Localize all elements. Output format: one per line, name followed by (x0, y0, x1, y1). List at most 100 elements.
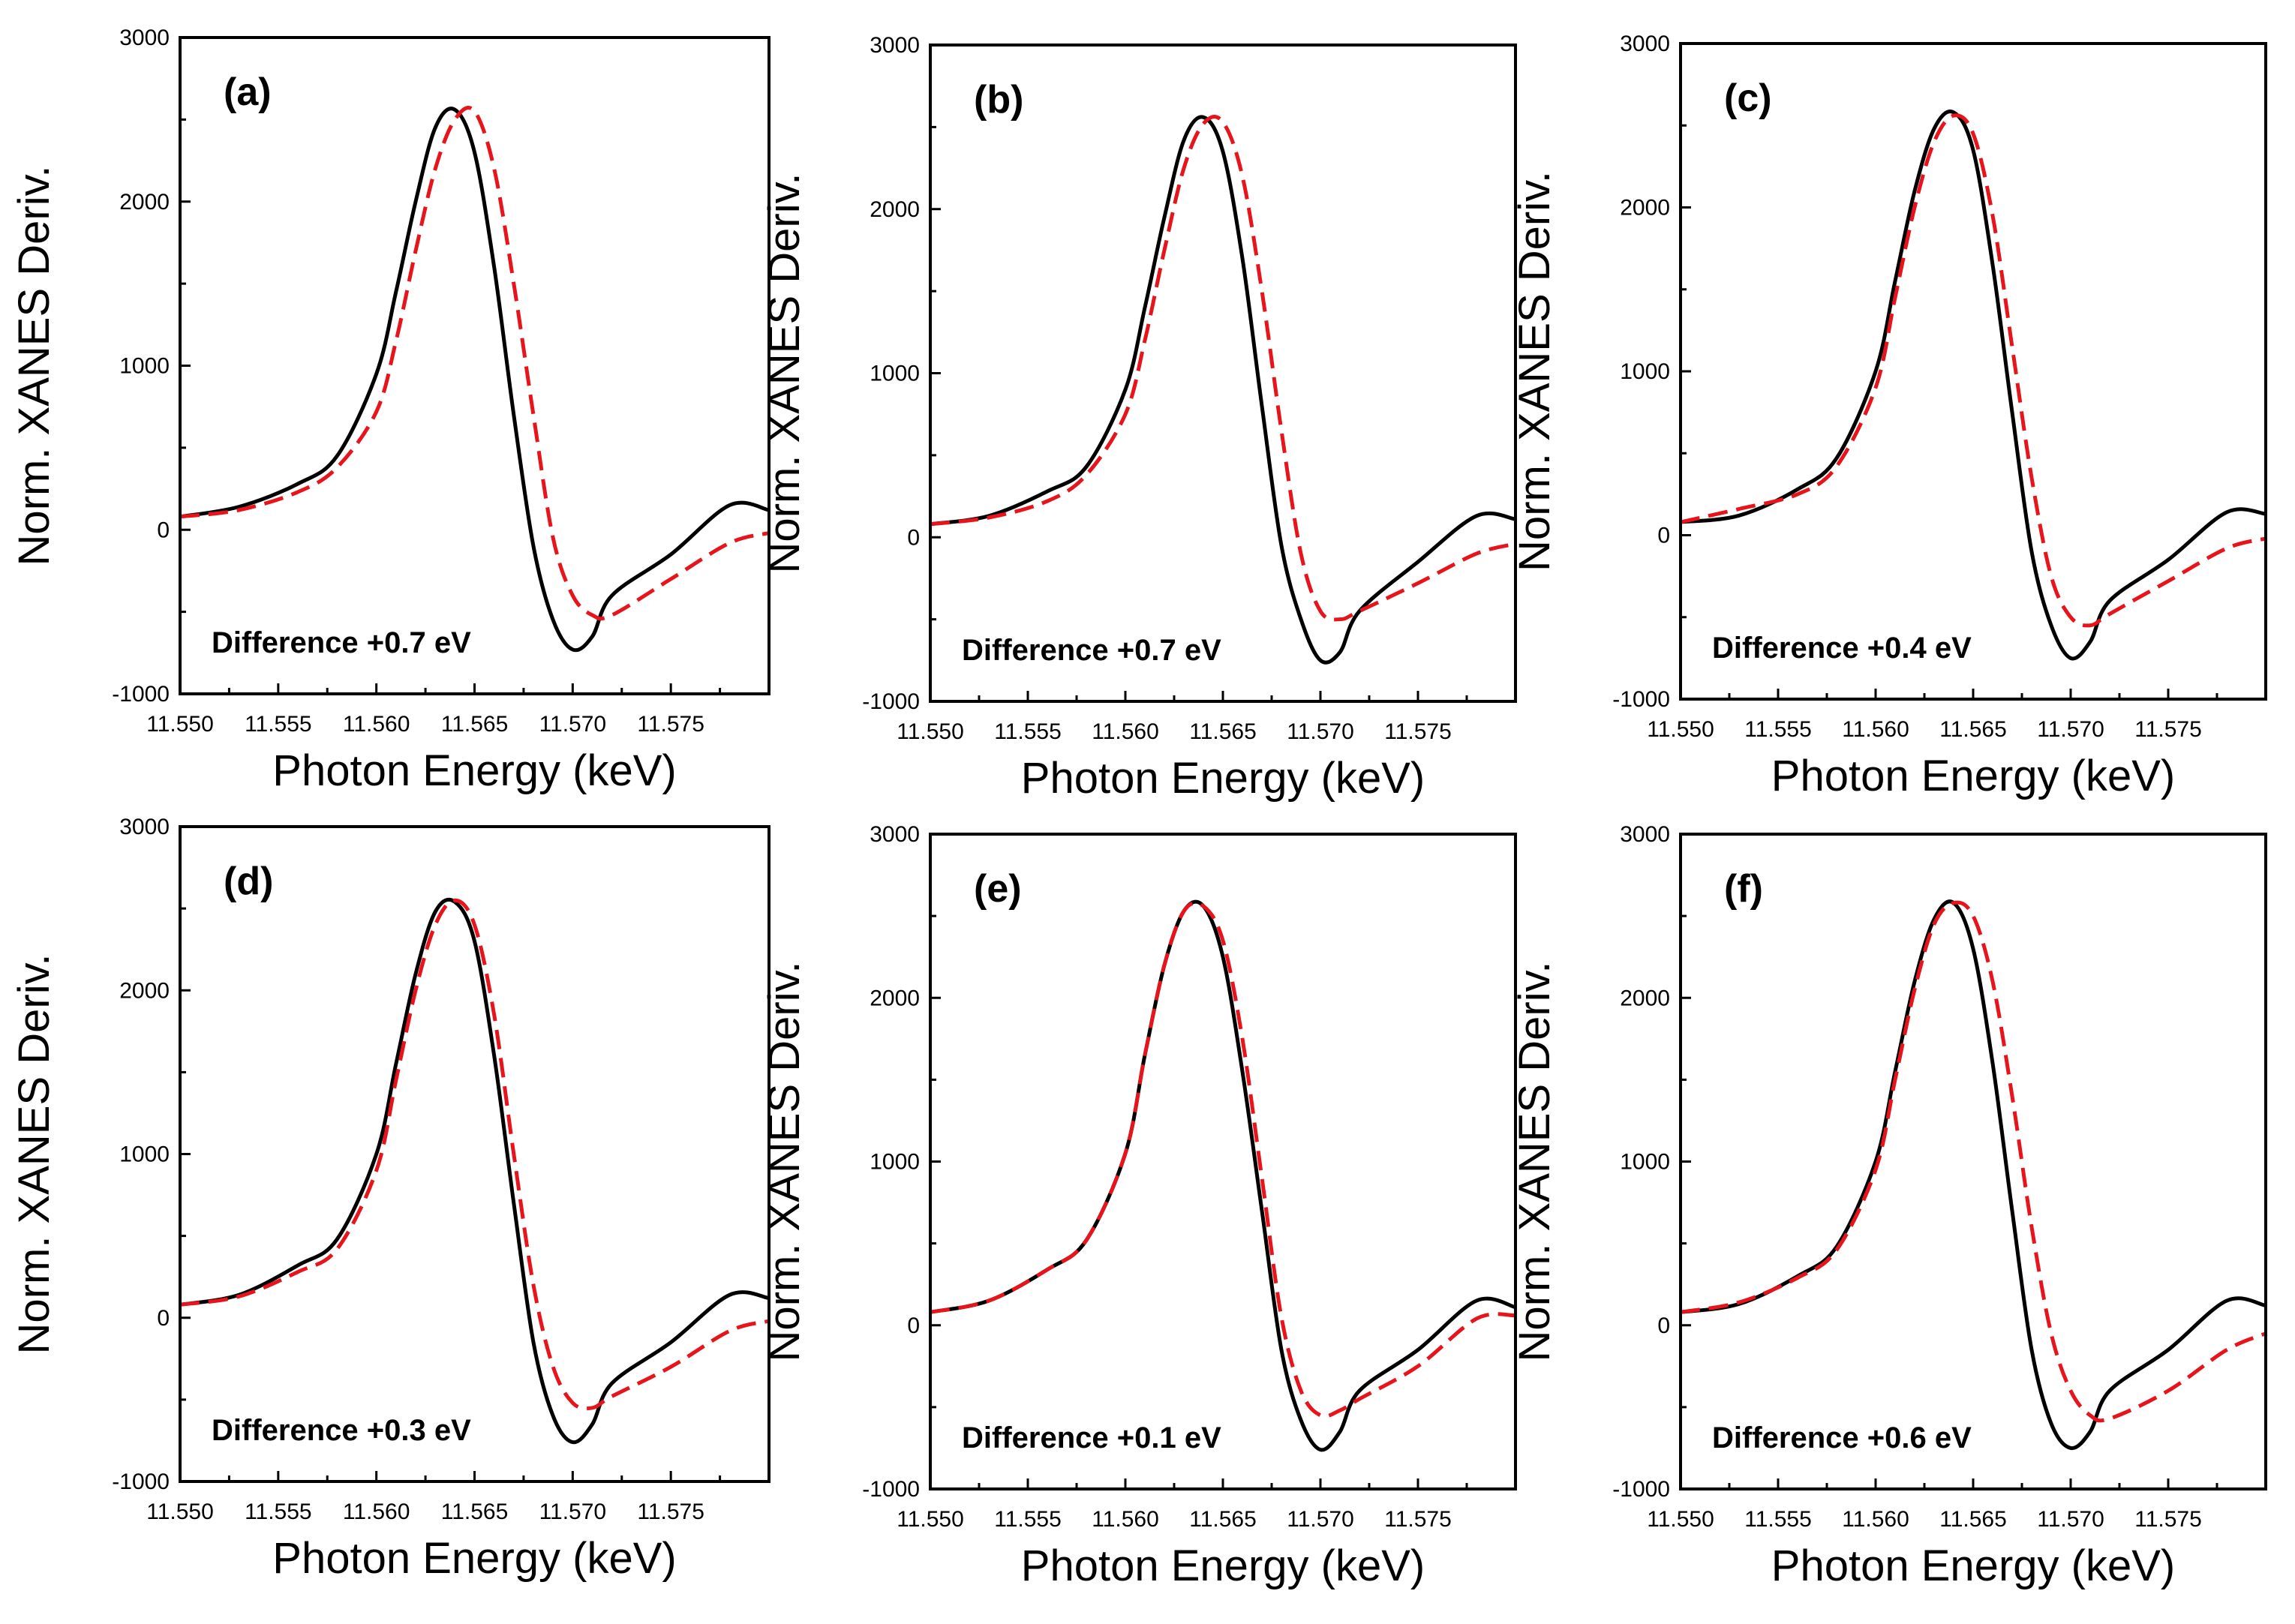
x-tick-label: 11.560 (1842, 717, 1909, 742)
y-tick-label: 1000 (1620, 1150, 1670, 1175)
difference-annotation: Difference +0.7 eV (962, 634, 1221, 667)
y-axis-title: Norm. XANES Deriv. (760, 962, 809, 1362)
x-axis-title: Photon Energy (keV) (1771, 1541, 2175, 1590)
x-tick-label: 11.565 (441, 712, 509, 737)
x-tick-label: 11.565 (441, 1499, 509, 1524)
x-tick-label: 11.570 (2037, 717, 2104, 742)
x-axis-title: Photon Energy (keV) (1021, 754, 1425, 803)
panel-label: (f) (1724, 867, 1763, 911)
y-tick-label: 1000 (870, 362, 920, 386)
series-line-reference (1681, 899, 2266, 1451)
y-tick-label: -1000 (112, 1469, 170, 1494)
x-tick-label: 11.550 (1647, 717, 1714, 742)
difference-annotation: Difference +0.7 eV (212, 626, 471, 659)
chart-panel-c: -1000 0 1000 2000 3000 11.550 11.555 11.560 11.5… (1510, 32, 2267, 800)
x-tick-label: 11.550 (897, 719, 964, 744)
panel-label: (e) (974, 867, 1022, 911)
y-tick-label: 2000 (1620, 986, 1670, 1010)
x-axis-title: Photon Energy (keV) (272, 1534, 676, 1583)
x-tick-label: 11.555 (994, 1507, 1062, 1532)
x-tick-label: 11.560 (1092, 1507, 1159, 1532)
x-tick-label: 11.550 (146, 1499, 214, 1524)
x-tick-label: 11.570 (539, 1499, 607, 1524)
y-tick-label: 0 (907, 525, 920, 550)
difference-annotation: Difference +0.3 eV (212, 1414, 471, 1447)
x-tick-label: 11.575 (1384, 719, 1452, 744)
x-tick-label: 11.575 (637, 1499, 704, 1524)
y-tick-label: 0 (157, 1306, 170, 1331)
x-tick-label: 11.575 (2134, 1507, 2202, 1532)
x-tick-label: 11.550 (146, 712, 214, 737)
difference-annotation: Difference +0.4 eV (1712, 632, 1972, 665)
difference-annotation: Difference +0.6 eV (1712, 1421, 1972, 1454)
y-tick-label: 3000 (1620, 32, 1670, 56)
y-tick-label: 2000 (119, 190, 170, 215)
plot-frame (179, 825, 771, 1483)
panel-label: (a) (224, 71, 272, 114)
x-tick-label: 11.550 (1647, 1507, 1714, 1532)
series-line-reference (930, 899, 1515, 1452)
plot-frame (1679, 42, 2267, 701)
x-tick-label: 11.555 (994, 719, 1062, 744)
y-tick-label: 3000 (870, 33, 920, 58)
series-line-shifted (930, 115, 1515, 622)
x-tick-label: 11.565 (1939, 1507, 2007, 1532)
plot-frame (929, 833, 1517, 1490)
series-line-shifted (180, 898, 769, 1411)
x-tick-label: 11.555 (1744, 1507, 1812, 1532)
series-line-reference (180, 107, 769, 653)
y-axis-title: Norm. XANES Deriv. (1510, 962, 1559, 1362)
x-axis-title: Photon Energy (keV) (1021, 1541, 1425, 1590)
chart-panel-a: -1000 0 1000 2000 3000 11.550 11.555 11.560 11.5… (10, 26, 771, 795)
y-axis-title: Norm. XANES Deriv. (10, 954, 59, 1355)
x-tick-label: 11.565 (1189, 719, 1257, 744)
series-line-reference (1681, 110, 2266, 661)
x-tick-label: 11.555 (1744, 717, 1812, 742)
chart-panel-e: -1000 0 1000 2000 3000 11.550 11.555 11.560 11.5… (760, 822, 1517, 1590)
chart-panel-d: -1000 0 1000 2000 3000 11.550 11.555 11.560 11.5… (10, 815, 771, 1583)
y-tick-label: 2000 (870, 986, 920, 1010)
x-tick-label: 11.555 (245, 712, 312, 737)
x-tick-label: 11.555 (245, 1499, 312, 1524)
x-tick-label: 11.560 (1842, 1507, 1909, 1532)
x-tick-label: 11.570 (1287, 1507, 1354, 1532)
panel-label: (c) (1724, 77, 1772, 120)
y-tick-label: 3000 (1620, 822, 1670, 847)
series-line-shifted (1681, 113, 2266, 628)
series-line-shifted (1681, 900, 2266, 1423)
x-tick-label: 11.575 (2134, 717, 2202, 742)
x-tick-label: 11.560 (1092, 719, 1159, 744)
series-line-reference (180, 897, 769, 1445)
y-tick-label: 1000 (119, 354, 170, 379)
y-tick-label: 3000 (119, 26, 170, 50)
x-tick-label: 11.560 (343, 712, 410, 737)
y-tick-label: -1000 (862, 689, 920, 714)
x-axis-title: Photon Energy (keV) (272, 746, 676, 795)
y-tick-label: -1000 (1612, 687, 1670, 712)
y-axis-title: Norm. XANES Deriv. (1510, 171, 1559, 572)
y-tick-label: 0 (1657, 1313, 1670, 1338)
x-axis-title: Photon Energy (keV) (1771, 752, 2175, 800)
panel-label: (b) (974, 78, 1023, 122)
y-tick-label: 3000 (870, 822, 920, 847)
y-tick-label: -1000 (112, 682, 170, 707)
series-line-shifted (180, 106, 769, 621)
x-tick-label: 11.570 (539, 712, 607, 737)
y-tick-label: 2000 (1620, 196, 1670, 221)
x-tick-label: 11.565 (1939, 717, 2007, 742)
y-axis-title: Norm. XANES Deriv. (10, 166, 59, 566)
y-tick-label: 1000 (1620, 359, 1670, 384)
x-tick-label: 11.570 (2037, 1507, 2104, 1532)
y-axis-title: Norm. XANES Deriv. (760, 173, 809, 574)
y-tick-label: 3000 (119, 815, 170, 839)
difference-annotation: Difference +0.1 eV (962, 1421, 1221, 1454)
series-line-reference (930, 115, 1515, 665)
x-tick-label: 11.565 (1189, 1507, 1257, 1532)
plot-frame (929, 44, 1517, 703)
y-tick-label: 1000 (870, 1150, 920, 1175)
x-tick-label: 11.575 (1384, 1507, 1452, 1532)
y-tick-label: 2000 (870, 197, 920, 222)
x-tick-label: 11.560 (343, 1499, 410, 1524)
panel-label: (d) (224, 860, 273, 903)
